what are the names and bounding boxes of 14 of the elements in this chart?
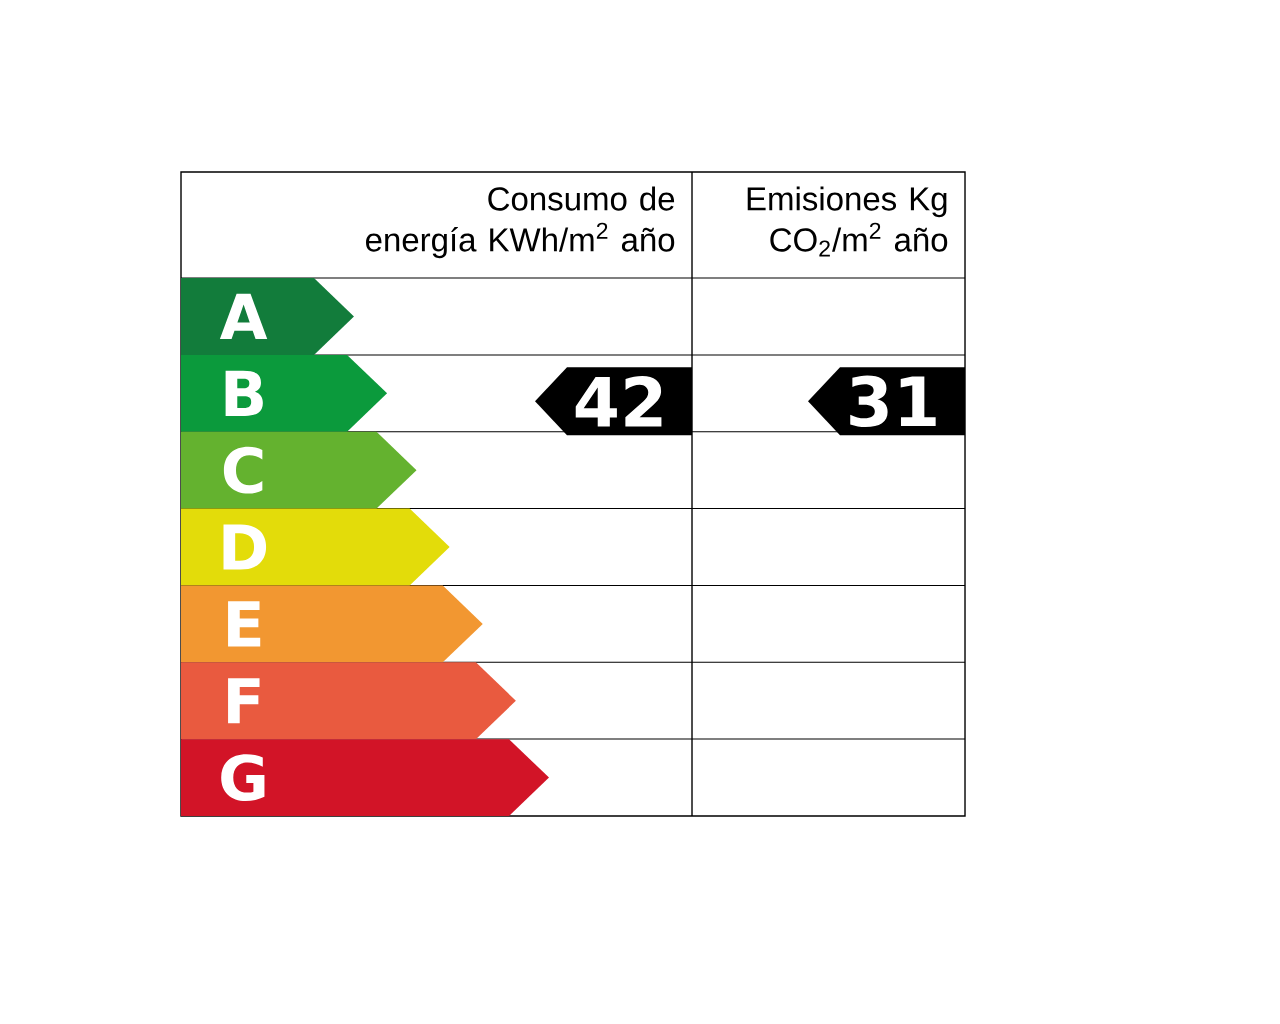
text: 42 bbox=[575, 376, 662, 427]
y-tick-label: E bbox=[228, 601, 261, 647]
y-tick-label: D bbox=[223, 524, 267, 570]
y-tick-label: A bbox=[219, 293, 268, 340]
bar bbox=[181, 662, 516, 740]
y-tick-label: B bbox=[225, 370, 263, 416]
text: Emisiones Kg CO$_{2}$/m$^{2}$ año bbox=[747, 186, 948, 257]
y-tick-label: F bbox=[228, 678, 260, 724]
y-tick-label: C bbox=[223, 446, 263, 494]
bar bbox=[181, 739, 549, 817]
y-tick-label: G bbox=[221, 754, 265, 802]
bar bbox=[181, 585, 483, 663]
text: 31 bbox=[850, 375, 936, 428]
text: Consumo de energía KWh/m$^{2}$ año bbox=[366, 186, 675, 259]
